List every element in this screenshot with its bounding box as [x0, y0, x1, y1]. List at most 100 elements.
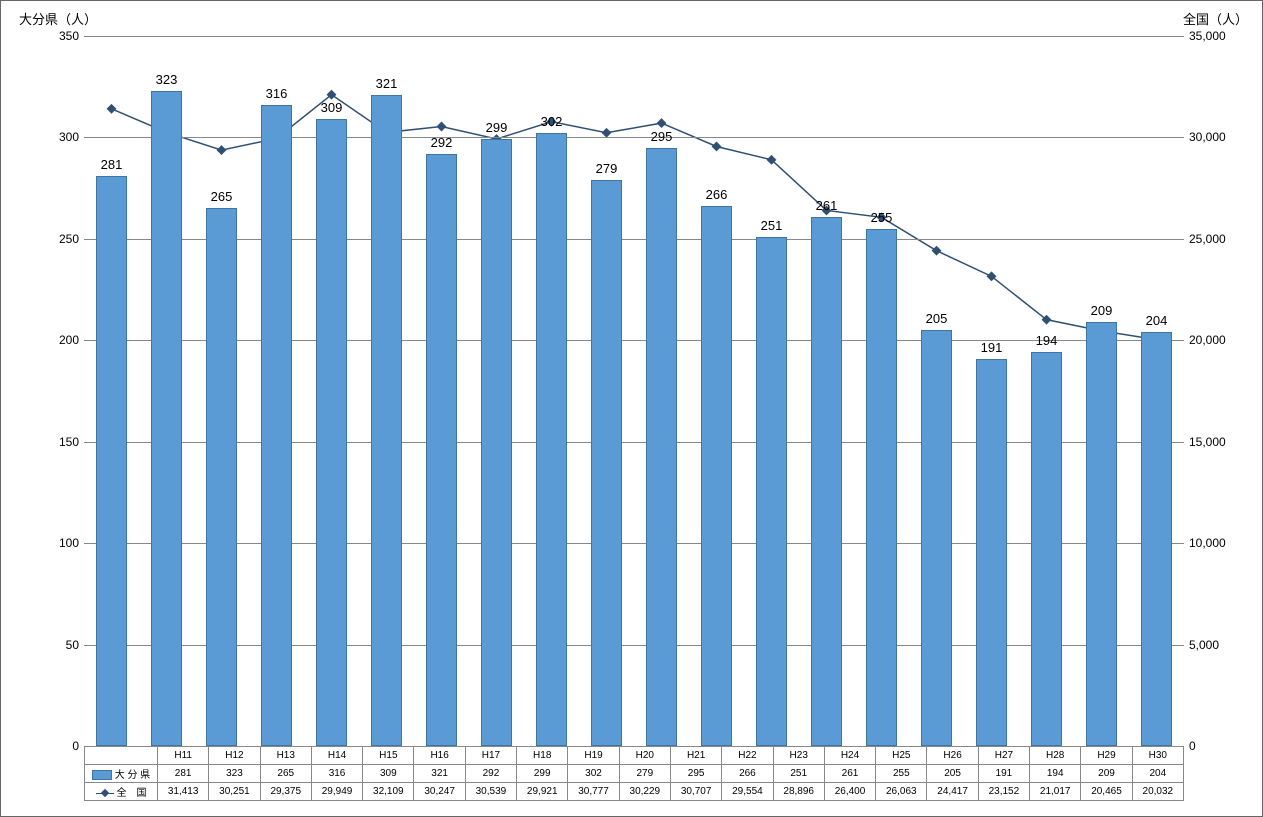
- bar-label: 295: [651, 129, 673, 144]
- gridline: [84, 645, 1184, 646]
- gridline: [84, 442, 1184, 443]
- category-cell: H13: [260, 747, 311, 765]
- ytick-right: 15,000: [1189, 435, 1234, 449]
- bar: [96, 176, 128, 746]
- bar-label: 205: [926, 311, 948, 326]
- line-value-cell: 31,413: [158, 783, 209, 801]
- bar: [591, 180, 623, 746]
- bar-label: 299: [486, 120, 508, 135]
- ytick-right: 0: [1189, 739, 1234, 753]
- bar: [1031, 352, 1063, 746]
- bar-label: 251: [761, 218, 783, 233]
- category-cell: H14: [311, 747, 362, 765]
- bar-label: 265: [211, 189, 233, 204]
- bar-value-cell: 295: [670, 765, 721, 783]
- gridline: [84, 36, 1184, 37]
- line-marker: [767, 155, 777, 165]
- category-cell: H17: [465, 747, 516, 765]
- bar: [921, 330, 953, 746]
- line-value-cell: 30,251: [209, 783, 260, 801]
- category-cell: H12: [209, 747, 260, 765]
- bar-value-cell: 266: [722, 765, 773, 783]
- bar-value-cell: 323: [209, 765, 260, 783]
- category-cell: H15: [363, 747, 414, 765]
- ytick-right: 25,000: [1189, 232, 1234, 246]
- bar: [206, 208, 238, 746]
- bar-label: 261: [816, 198, 838, 213]
- gridline: [84, 137, 1184, 138]
- gridline: [84, 543, 1184, 544]
- bar-label: 321: [376, 76, 398, 91]
- line-value-cell: 32,109: [363, 783, 414, 801]
- line-value-cell: 21,017: [1030, 783, 1081, 801]
- bar-value-cell: 309: [363, 765, 414, 783]
- data-table: H11H12H13H14H15H16H17H18H19H20H21H22H23H…: [84, 746, 1184, 801]
- bar-value-cell: 302: [568, 765, 619, 783]
- category-cell: H25: [876, 747, 927, 765]
- ytick-left: 0: [44, 739, 79, 753]
- line-value-cell: 26,400: [824, 783, 875, 801]
- line-marker: [932, 246, 942, 256]
- left-axis-title: 大分県（人）: [19, 9, 97, 28]
- bar: [481, 139, 513, 746]
- ytick-left: 350: [44, 29, 79, 43]
- bar-label: 191: [981, 340, 1003, 355]
- bar: [1086, 322, 1118, 746]
- line-value-cell: 30,247: [414, 783, 465, 801]
- bar: [756, 237, 788, 746]
- bar: [316, 119, 348, 746]
- bar: [1141, 332, 1173, 746]
- ytick-left: 150: [44, 435, 79, 449]
- bar: [426, 154, 458, 746]
- legend-bar: 大 分 県: [85, 765, 158, 783]
- bar: [976, 359, 1008, 746]
- gridline: [84, 340, 1184, 341]
- bar-value-cell: 261: [824, 765, 875, 783]
- line-value-cell: 29,921: [517, 783, 568, 801]
- bar-value-cell: 255: [876, 765, 927, 783]
- line-value-cell: 30,229: [619, 783, 670, 801]
- plot-area: 05010015020025030035005,00010,00015,0002…: [84, 36, 1184, 747]
- bar-label: 323: [156, 72, 178, 87]
- line-value-cell: 24,417: [927, 783, 978, 801]
- category-cell: H29: [1081, 747, 1132, 765]
- category-cell: H28: [1030, 747, 1081, 765]
- category-cell: H19: [568, 747, 619, 765]
- bar: [371, 95, 403, 746]
- bar: [261, 105, 293, 746]
- bar-value-cell: 194: [1030, 765, 1081, 783]
- ytick-left: 100: [44, 536, 79, 550]
- bar-value-cell: 191: [978, 765, 1029, 783]
- bar-value-cell: 292: [465, 765, 516, 783]
- category-cell: H23: [773, 747, 824, 765]
- bar-value-cell: 316: [311, 765, 362, 783]
- category-cell: H18: [517, 747, 568, 765]
- bar: [701, 206, 733, 746]
- ytick-right: 5,000: [1189, 638, 1234, 652]
- legend-header-blank: [85, 747, 158, 765]
- line-marker: [987, 271, 997, 281]
- line-marker: [602, 128, 612, 138]
- bar-value-cell: 205: [927, 765, 978, 783]
- ytick-right: 35,000: [1189, 29, 1234, 43]
- line-value-cell: 20,032: [1132, 783, 1183, 801]
- ytick-right: 30,000: [1189, 130, 1234, 144]
- bar-value-cell: 299: [517, 765, 568, 783]
- bar: [646, 148, 678, 746]
- bar-label: 266: [706, 187, 728, 202]
- bar-value-cell: 265: [260, 765, 311, 783]
- bar-label: 309: [321, 100, 343, 115]
- category-cell: H30: [1132, 747, 1183, 765]
- bar-value-cell: 204: [1132, 765, 1183, 783]
- right-axis-title: 全国（人）: [1183, 9, 1248, 28]
- line-value-cell: 30,539: [465, 783, 516, 801]
- bar: [866, 229, 898, 746]
- bar-value-cell: 281: [158, 765, 209, 783]
- line-marker: [327, 90, 337, 100]
- line-marker: [1042, 315, 1052, 325]
- bar-label: 281: [101, 157, 123, 172]
- line-value-cell: 30,707: [670, 783, 721, 801]
- bar-label: 316: [266, 86, 288, 101]
- bar-value-cell: 209: [1081, 765, 1132, 783]
- category-cell: H26: [927, 747, 978, 765]
